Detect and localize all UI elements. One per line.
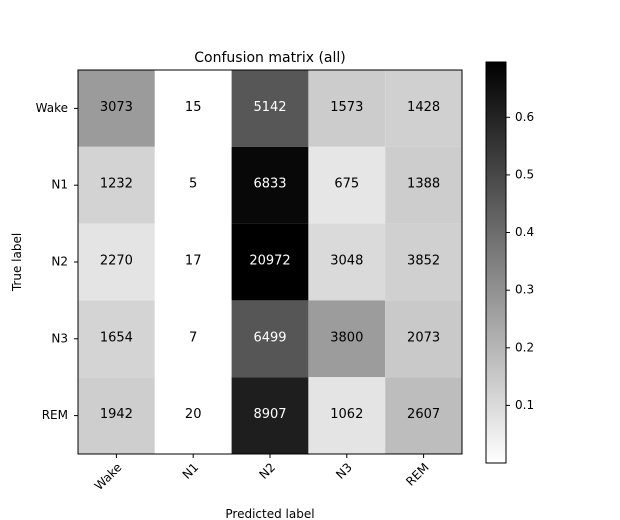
cell-count-label: 3852 xyxy=(407,254,440,269)
heatmap-cell xyxy=(385,146,462,224)
colorbar-tick-label: 0.1 xyxy=(515,398,534,412)
cell-count-label: 1062 xyxy=(330,407,363,422)
heatmap-cell xyxy=(231,146,309,224)
cell-count-label: 3800 xyxy=(330,330,363,345)
heatmap-cell xyxy=(231,377,309,454)
colorbar-tick-label: 0.2 xyxy=(515,340,534,354)
colorbar-tick-label: 0.3 xyxy=(515,283,534,297)
cell-count-label: 1942 xyxy=(100,407,133,422)
chart-title: Confusion matrix (all) xyxy=(194,50,345,66)
heatmap-cell xyxy=(231,223,309,301)
x-tick-label: N3 xyxy=(333,460,355,482)
cell-count-label: 1388 xyxy=(407,177,440,192)
x-tick-label: N2 xyxy=(256,460,278,482)
heatmap-cell xyxy=(385,223,462,301)
y-axis-ticks: Wake N1 N2 N3 REM xyxy=(36,101,78,422)
cell-count-label: 7 xyxy=(189,330,197,345)
cell-count-label: 6499 xyxy=(253,330,286,345)
y-tick-label: REM xyxy=(42,408,68,422)
heatmap-cell xyxy=(231,70,309,147)
heatmap-cell xyxy=(78,300,155,378)
heatmap-cell xyxy=(78,146,155,224)
cell-count-label: 3073 xyxy=(100,100,133,115)
cell-count-label: 20972 xyxy=(249,254,290,269)
x-axis-ticks: Wake N1 N2 N3 REM xyxy=(92,454,432,493)
heatmap-cell xyxy=(385,300,462,378)
x-tick-label: REM xyxy=(403,460,431,488)
cell-count-label: 1232 xyxy=(100,177,133,192)
heatmap-cell xyxy=(308,223,386,301)
cell-count-label: 5 xyxy=(189,177,197,192)
y-tick-label: N1 xyxy=(51,178,68,192)
cell-count-label: 20 xyxy=(185,407,202,422)
heatmap-cell xyxy=(154,377,232,454)
cell-count-label: 6833 xyxy=(253,177,286,192)
heatmap-cell xyxy=(308,377,386,454)
cell-count-label: 1654 xyxy=(100,330,133,345)
colorbar xyxy=(485,61,507,464)
cell-count-label: 2270 xyxy=(100,254,133,269)
heatmap-cell xyxy=(385,70,462,147)
heatmap-cell xyxy=(308,146,386,224)
x-axis-label: Predicted label xyxy=(225,507,314,520)
heatmap-cell xyxy=(154,223,232,301)
colorbar-tick-label: 0.4 xyxy=(515,225,534,239)
y-tick-label: N2 xyxy=(51,255,68,269)
heatmap-cell xyxy=(154,146,232,224)
cell-count-label: 15 xyxy=(185,100,202,115)
cell-count-label: 5142 xyxy=(253,100,286,115)
cell-count-label: 1428 xyxy=(407,100,440,115)
y-axis-label: True label xyxy=(10,233,24,292)
heatmap-cell xyxy=(154,70,232,147)
y-tick-label: Wake xyxy=(36,101,68,115)
cell-count-label: 17 xyxy=(185,254,202,269)
heatmap-cell xyxy=(154,300,232,378)
cell-count-label: 675 xyxy=(334,177,359,192)
heatmap-cell xyxy=(78,70,155,147)
heatmap-cell xyxy=(231,300,309,378)
cell-count-label: 2607 xyxy=(407,407,440,422)
cell-count-label: 1573 xyxy=(330,100,363,115)
cell-count-label: 2073 xyxy=(407,330,440,345)
colorbar-ticks: 0.1 0.2 0.3 0.4 0.5 0.6 xyxy=(506,110,534,412)
x-tick-label: N1 xyxy=(180,460,202,482)
heatmap-cells: 3073 15 5142 1573 1428 1232 5 6833 675 1388 2270 17… xyxy=(78,70,462,454)
heatmap-cell xyxy=(308,300,386,378)
cell-count-label: 3048 xyxy=(330,254,363,269)
heatmap-cell xyxy=(78,223,155,301)
cell-count-label: 8907 xyxy=(253,407,286,422)
heatmap-cell xyxy=(385,377,462,454)
colorbar-tick-label: 0.5 xyxy=(515,167,534,181)
heatmap-cell xyxy=(308,70,386,147)
heatmap-cell xyxy=(78,377,155,454)
x-tick-label: Wake xyxy=(92,460,125,493)
y-tick-label: N3 xyxy=(51,331,68,345)
colorbar-tick-label: 0.6 xyxy=(515,110,534,124)
